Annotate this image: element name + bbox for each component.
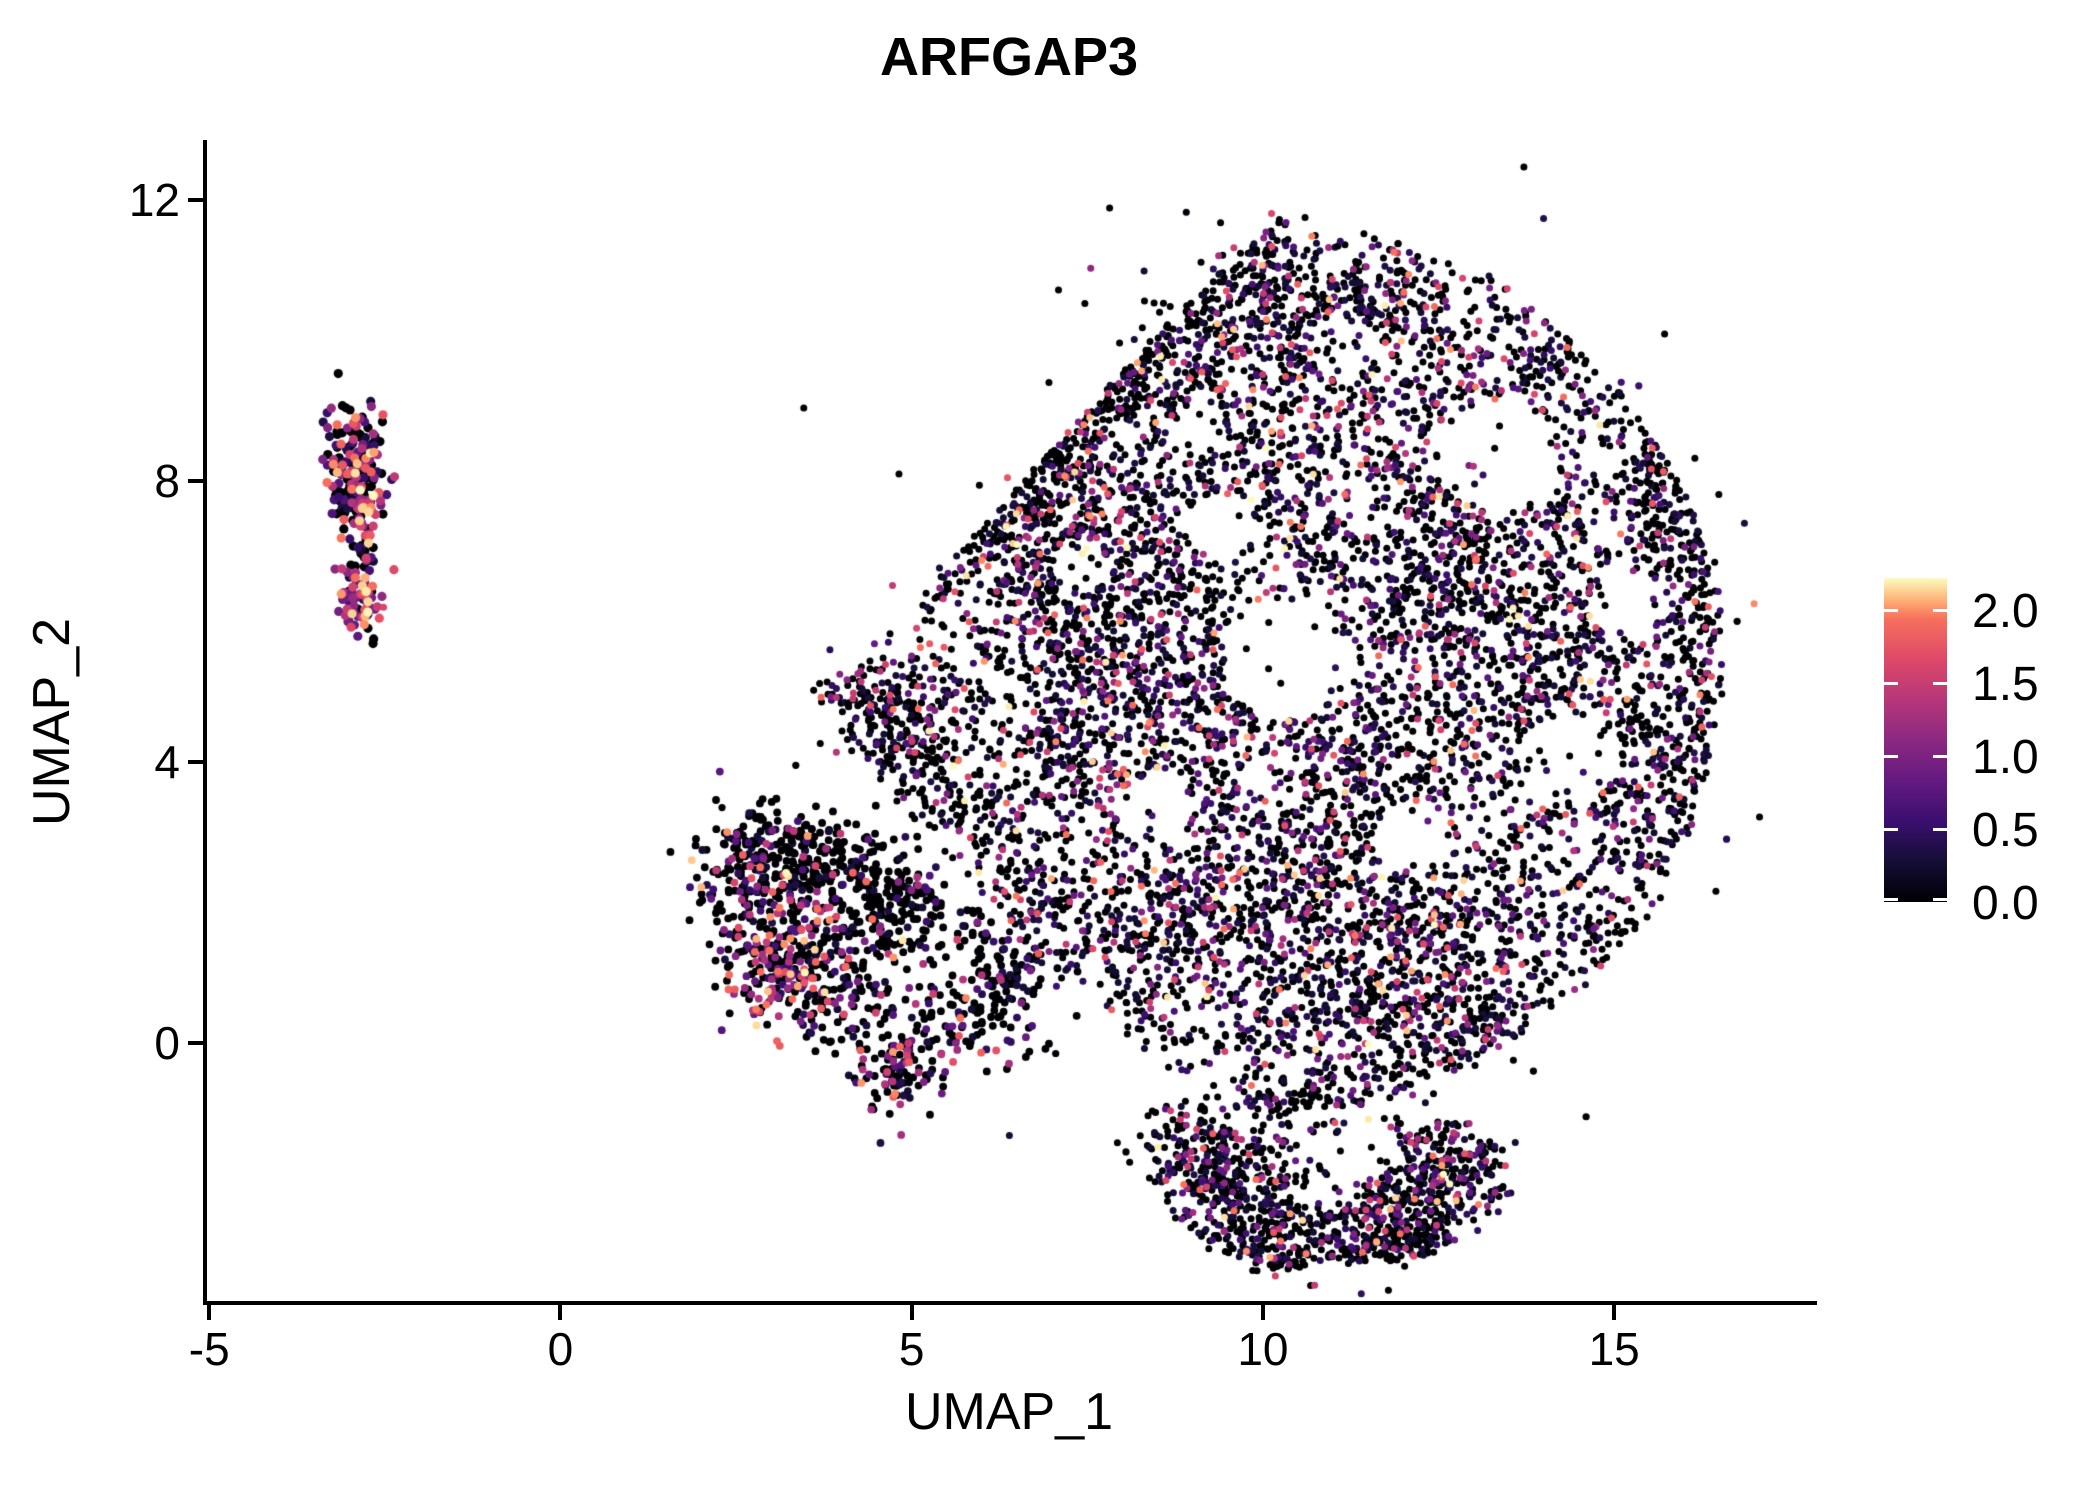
x-axis-title: UMAP_1 [904,1383,1114,1441]
x-tick-label: 10 [1237,1323,1289,1375]
y-tick-mark [188,197,203,202]
colorbar-tick-mark [1884,828,1898,832]
plot-title: ARFGAP3 [879,27,1139,87]
x-tick-label: 0 [547,1323,574,1375]
y-tick-label: 8 [154,454,180,507]
x-tick-mark [207,1305,212,1320]
colorbar [1884,578,1947,902]
colorbar-tick-mark [1884,609,1898,613]
y-tick-mark [188,1040,203,1045]
y-tick-mark [188,478,203,483]
y-tick-mark [188,759,203,764]
colorbar-tick-mark [1933,898,1947,901]
y-axis-title: UMAP_2 [23,617,81,827]
x-tick-label: 15 [1588,1323,1640,1375]
x-axis-line [203,1301,1817,1305]
colorbar-tick-mark [1933,682,1947,686]
colorbar-tick-label: 1.5 [1972,658,2039,712]
colorbar-tick-label: 1.0 [1972,731,2039,785]
y-axis-line [203,140,207,1305]
colorbar-tick-label: 0.0 [1972,877,2039,930]
colorbar-tick-label: 2.0 [1972,585,2039,639]
colorbar-tick-mark [1884,898,1898,901]
x-tick-label: 5 [898,1323,925,1375]
x-tick-mark [558,1305,563,1320]
y-tick-label: 12 [128,173,180,226]
colorbar-tick-label: 0.5 [1972,804,2039,858]
x-tick-mark [909,1305,914,1320]
colorbar-tick-mark [1884,682,1898,686]
x-tick-mark [1612,1305,1617,1320]
colorbar-tick-mark [1933,609,1947,613]
x-tick-label: -5 [188,1323,230,1375]
x-tick-mark [1260,1305,1265,1320]
colorbar-tick-mark [1884,755,1898,759]
y-tick-label: 4 [154,735,180,788]
colorbar-tick-mark [1933,828,1947,832]
colorbar-tick-mark [1933,755,1947,759]
y-tick-label: 0 [154,1016,180,1069]
